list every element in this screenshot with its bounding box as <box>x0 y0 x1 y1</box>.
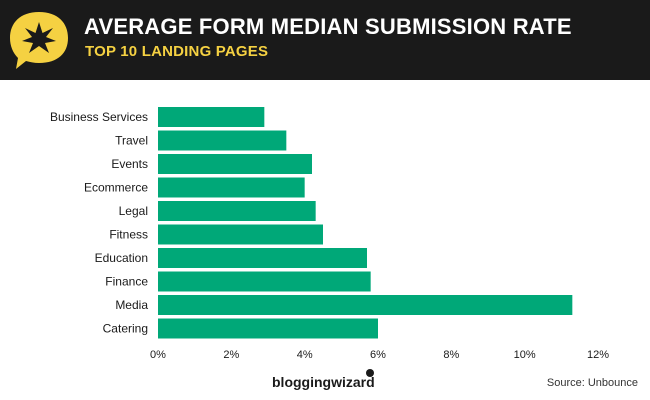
category-label: Finance <box>105 275 148 289</box>
x-tick-label: 12% <box>587 349 609 361</box>
category-label: Business Services <box>50 110 148 124</box>
star-speech-bubble-icon <box>10 12 68 69</box>
brand-wordmark: bloggingwizard <box>272 374 375 390</box>
bar-finance <box>158 271 371 292</box>
bar-media <box>158 295 573 315</box>
x-tick-label: 8% <box>443 349 459 361</box>
bar-legal <box>158 201 316 221</box>
bar-catering <box>158 318 378 339</box>
bar-business-services <box>158 107 265 127</box>
category-label: Legal <box>119 204 148 218</box>
category-label: Travel <box>115 134 148 148</box>
x-tick-label: 0% <box>150 349 166 361</box>
bar-ecommerce <box>158 177 305 198</box>
brand-dot-icon <box>366 369 374 377</box>
bar-events <box>158 154 312 174</box>
category-label: Media <box>115 298 148 312</box>
source-credit: Source: Unbounce <box>546 377 638 389</box>
x-tick-label: 10% <box>514 349 536 361</box>
category-label: Events <box>111 157 148 171</box>
bar-travel <box>158 130 287 151</box>
x-tick-label: 6% <box>370 349 386 361</box>
category-label: Ecommerce <box>84 181 148 195</box>
page-title: AVERAGE FORM MEDIAN SUBMISSION RATE <box>84 14 572 39</box>
page-subtitle: TOP 10 LANDING PAGES <box>85 43 269 60</box>
category-label: Fitness <box>109 228 148 242</box>
x-tick-label: 4% <box>297 349 313 361</box>
bar-chart: Business Services Travel Events Ecommerce Le… <box>50 107 609 361</box>
bar-fitness <box>158 224 323 245</box>
category-label: Education <box>95 251 148 265</box>
header-banner: AVERAGE FORM MEDIAN SUBMISSION RATE TOP … <box>0 0 650 80</box>
bar-education <box>158 248 367 268</box>
x-tick-label: 2% <box>223 349 239 361</box>
category-label: Catering <box>103 322 148 336</box>
